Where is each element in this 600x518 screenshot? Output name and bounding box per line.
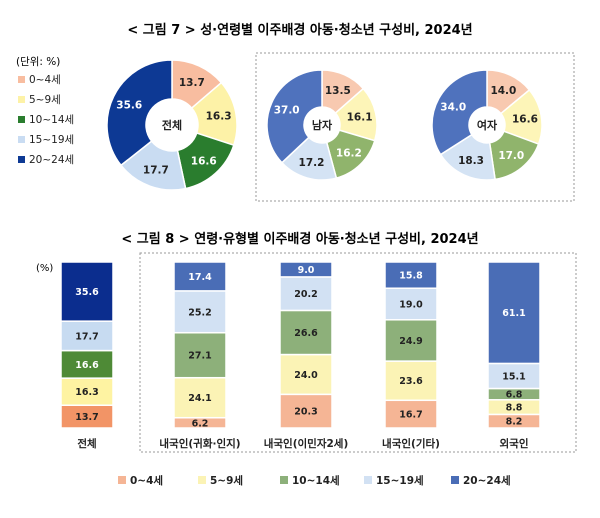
bar-내국인-기타-15-19세 [384,287,438,321]
fig7-legend-label-10-14세: 10~14세 [29,114,74,126]
bar-외국인-20-24세 [487,261,541,365]
fig7-unit-label: (단위: %) [16,55,60,68]
bar-category-label-내국인-귀화-인지: 내국인(귀화·인지) [159,437,240,450]
bar-category-label-외국인: 외국인 [500,437,529,450]
fig8-legend-swatch-20-24세 [451,476,459,484]
bar-label-외국인-20-24세: 61.1 [502,308,525,319]
donut-전체-center-label: 전체 [162,118,182,132]
donut-남자-label-0-4세: 13.5 [325,85,351,97]
fig7-legend-swatch-10-14세 [18,116,25,123]
bar-내국인-이민자2세-20-24세 [279,261,333,278]
bar-외국인-15-19세 [487,362,541,390]
bar-category-label-전체: 전체 [77,437,96,450]
donut-전체-label-10-14세: 16.6 [191,155,217,167]
bar-내국인-이민자2세-5-9세 [279,353,333,396]
bar-label-내국인-기타-0-4세: 16.7 [399,410,422,421]
bar-내국인-귀화-인지-10-14세 [173,331,227,379]
fig8-legend-swatch-0-4세 [118,476,126,484]
bar-label-전체-5-9세: 16.3 [75,387,98,398]
donut-전체-slice-20-24세 [106,59,173,167]
bar-label-외국인-10-14세: 6.8 [506,390,523,401]
bar-전체-20-24세 [60,261,114,322]
bar-label-내국인-귀화-인지-0-4세: 6.2 [192,418,209,429]
bar-label-전체-0-4세: 13.7 [75,412,98,423]
donut-여자-label-15-19세: 18.3 [458,155,484,167]
fig8-legend-swatch-10-14세 [280,476,288,484]
donut-남자-label-20-24세: 37.0 [274,105,300,117]
bar-내국인-기타-20-24세 [384,261,438,289]
bar-label-내국인-이민자2세-10-14세: 26.6 [294,328,318,339]
donut-여자-label-5-9세: 16.6 [512,114,538,126]
fig7-legend-swatch-0-4세 [18,76,25,83]
donut-전체-label-0-4세: 13.7 [179,77,205,89]
fig7-legend-swatch-15-19세 [18,136,25,143]
bar-label-내국인-기타-5-9세: 23.6 [399,376,423,387]
bar-label-내국인-이민자2세-5-9세: 24.0 [294,370,318,381]
bar-내국인-기타-0-4세 [384,399,438,429]
bar-label-내국인-귀화-인지-10-14세: 27.1 [188,351,211,362]
donut-남자-label-10-14세: 16.2 [336,148,362,160]
bar-category-label-내국인-기타: 내국인(기타) [382,437,440,450]
bar-label-전체-15-19세: 17.7 [75,331,98,342]
fig7-legend-label-0-4세: 0~4세 [29,74,61,86]
bar-label-전체-10-14세: 16.6 [75,360,99,371]
fig8-legend-label-0-4세: 0~4세 [130,474,163,487]
donut-전체-label-5-9세: 16.3 [206,111,232,123]
fig8-title: < 그림 8 > 연령·유형별 이주배경 아동·청소년 구성비, 2024년 [121,231,478,247]
bar-label-전체-20-24세: 35.6 [75,287,99,298]
bar-label-외국인-15-19세: 15.1 [502,371,525,382]
donut-전체-label-20-24세: 35.6 [116,99,142,111]
bar-내국인-귀화-인지-20-24세 [173,261,227,292]
donut-여자-label-10-14세: 17.0 [498,150,524,162]
bar-label-내국인-귀화-인지-20-24세: 17.4 [188,272,212,283]
fig8-legend-swatch-15-19세 [364,476,372,484]
bar-내국인-이민자2세-0-4세 [279,393,333,429]
bar-label-내국인-기타-20-24세: 15.8 [399,271,423,282]
donut-전체-label-15-19세: 17.7 [143,165,169,177]
bar-전체-5-9세 [60,377,114,406]
donut-여자-label-0-4세: 14.0 [490,85,516,97]
donut-여자-label-20-24세: 34.0 [440,101,466,113]
donut-남자-slice-20-24세 [266,69,323,164]
fig8-legend-label-20-24세: 20~24세 [463,474,511,487]
fig7-gender-box [255,52,575,202]
fig8-unit-label: (%) [36,263,53,274]
donut-남자-center-label: 남자 [312,118,333,132]
fig8-legend-swatch-5-9세 [198,476,206,484]
bar-내국인-이민자2세-10-14세 [279,309,333,356]
fig7-title: < 그림 7 > 성·연령별 이주배경 아동·청소년 구성비, 2024년 [127,22,472,38]
fig8-legend-label-5-9세: 5~9세 [210,474,243,487]
bar-전체-10-14세 [60,349,114,379]
bar-내국인-귀화-인지-15-19세 [173,290,227,334]
donut-남자-label-15-19세: 17.2 [299,157,325,169]
bar-label-내국인-귀화-인지-15-19세: 25.2 [188,307,211,318]
fig7-legend-label-5-9세: 5~9세 [29,94,61,106]
bar-label-내국인-이민자2세-20-24세: 9.0 [298,265,315,276]
bar-label-내국인-기타-10-14세: 24.9 [399,336,422,347]
bar-label-외국인-0-4세: 8.2 [506,417,523,428]
bar-category-label-내국인-이민자2세: 내국인(이민자2세) [264,437,349,450]
bar-label-내국인-기타-15-19세: 19.0 [399,299,423,310]
bar-label-내국인-이민자2세-0-4세: 20.3 [294,407,317,418]
fig8-legend-label-10-14세: 10~14세 [292,474,340,487]
donut-여자-slice-20-24세 [431,69,488,156]
bar-label-내국인-이민자2세-15-19세: 20.2 [294,289,317,300]
bar-내국인-기타-5-9세 [384,360,438,402]
fig8-legend-label-15-19세: 15~19세 [376,474,424,487]
fig7-legend-label-15-19세: 15~19세 [29,134,74,146]
fig7-legend-swatch-20-24세 [18,156,25,163]
fig7-legend-swatch-5-9세 [18,96,25,103]
fig8-domestic-box [139,252,577,453]
bar-label-내국인-귀화-인지-5-9세: 24.1 [188,393,211,404]
donut-남자-label-5-9세: 16.1 [347,112,373,124]
fig7-legend-label-20-24세: 20~24세 [29,154,74,166]
bar-전체-15-19세 [60,320,114,352]
donut-여자-center-label: 여자 [477,118,498,132]
bar-label-외국인-5-9세: 8.8 [506,403,523,414]
